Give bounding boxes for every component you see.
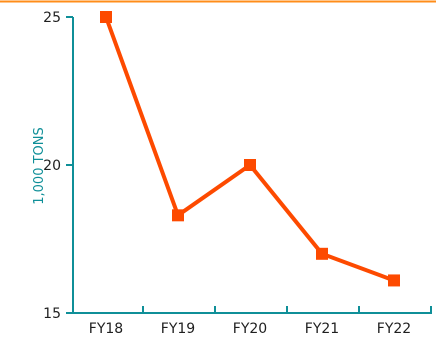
x-tick-label-fy22: FY22: [377, 321, 411, 337]
x-tick-label-fy20: FY20: [233, 321, 267, 337]
y-tick-label-20: 20: [43, 158, 61, 174]
y-axis-tick-labels: 15 20 25: [43, 10, 61, 322]
data-point-fy21: [316, 247, 328, 260]
x-tick-label-fy19: FY19: [161, 321, 195, 337]
y-tick-label-15: 15: [43, 306, 61, 322]
x-tick-label-fy18: FY18: [89, 321, 123, 337]
x-tick-label-fy21: FY21: [305, 321, 339, 337]
y-tick-label-25: 25: [43, 10, 61, 26]
x-axis-tick-labels: FY18 FY19 FY20 FY21 FY22: [89, 321, 411, 337]
y-axis-label: 1,000 TONS: [32, 127, 47, 205]
x-axis-ticks: [142, 306, 432, 313]
data-point-fy20: [244, 159, 256, 171]
marker-layer: [100, 11, 400, 287]
series-line-1: [104, 15, 396, 283]
data-point-fy18: [100, 11, 112, 23]
data-point-fy22: [388, 274, 400, 287]
series-layer: [104, 15, 396, 283]
data-point-fy19: [172, 209, 184, 222]
y-axis-ticks: [66, 16, 73, 314]
